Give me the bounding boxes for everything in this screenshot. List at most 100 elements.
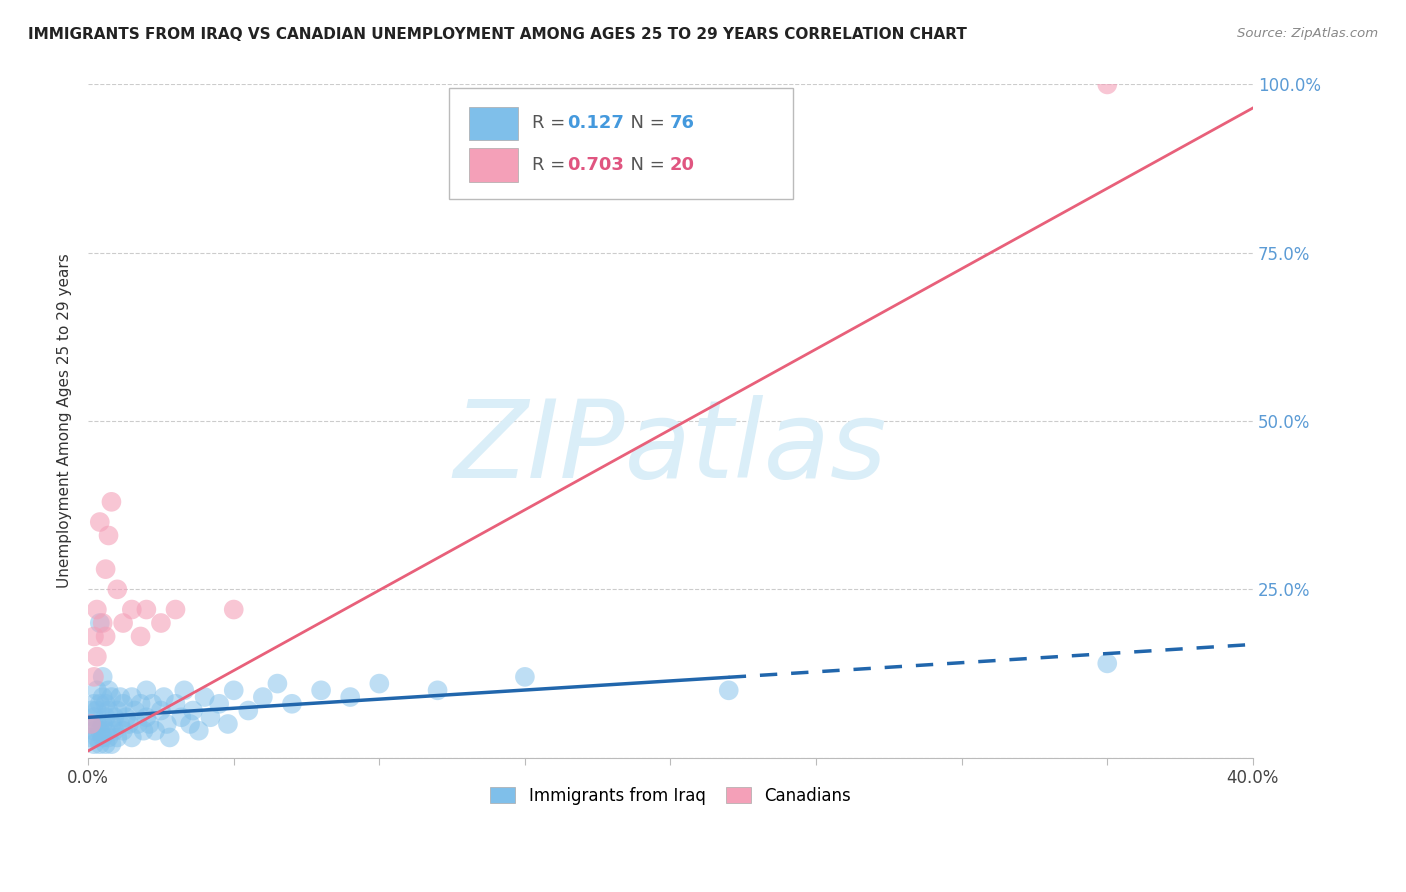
Point	[91, 670, 114, 684]
Point	[1097, 657, 1119, 671]
Text: IMMIGRANTS FROM IRAQ VS CANADIAN UNEMPLOYMENT AMONG AGES 25 TO 29 YEARS CORRELAT: IMMIGRANTS FROM IRAQ VS CANADIAN UNEMPLO…	[28, 27, 967, 42]
Point	[513, 670, 536, 684]
Point	[86, 717, 108, 731]
Point	[135, 602, 157, 616]
Point	[103, 723, 125, 738]
Text: N =: N =	[619, 156, 671, 174]
Point	[83, 630, 105, 644]
Point	[118, 717, 141, 731]
Point	[103, 710, 125, 724]
Point	[100, 737, 122, 751]
Point	[97, 528, 120, 542]
Point	[80, 717, 103, 731]
Text: 0.127: 0.127	[567, 114, 624, 133]
Text: 20: 20	[669, 156, 695, 174]
Point	[108, 690, 131, 704]
Point	[94, 697, 117, 711]
Point	[217, 717, 239, 731]
Point	[89, 723, 111, 738]
Point	[100, 690, 122, 704]
Point	[309, 683, 332, 698]
Point	[159, 731, 181, 745]
Point	[1097, 78, 1119, 92]
Point	[83, 670, 105, 684]
Point	[86, 704, 108, 718]
Point	[149, 704, 172, 718]
Point	[105, 582, 128, 597]
Point	[121, 602, 143, 616]
Text: 0.703: 0.703	[567, 156, 624, 174]
Point	[97, 704, 120, 718]
Point	[94, 737, 117, 751]
Point	[115, 710, 138, 724]
Point	[200, 710, 222, 724]
Point	[97, 683, 120, 698]
Text: 76: 76	[669, 114, 695, 133]
Point	[181, 704, 204, 718]
Point	[89, 737, 111, 751]
Point	[112, 697, 135, 711]
Point	[83, 697, 105, 711]
Point	[339, 690, 361, 704]
Point	[132, 723, 155, 738]
Point	[153, 690, 176, 704]
Point	[86, 731, 108, 745]
Point	[121, 731, 143, 745]
Point	[100, 717, 122, 731]
Point	[194, 690, 217, 704]
FancyBboxPatch shape	[449, 87, 793, 199]
Point	[135, 710, 157, 724]
Point	[112, 723, 135, 738]
Text: N =: N =	[619, 114, 671, 133]
Point	[426, 683, 449, 698]
Point	[105, 731, 128, 745]
Point	[105, 704, 128, 718]
Point	[91, 690, 114, 704]
Point	[121, 690, 143, 704]
Point	[187, 723, 209, 738]
Point	[80, 731, 103, 745]
Point	[149, 615, 172, 630]
Point	[86, 683, 108, 698]
Text: ZIPatlas: ZIPatlas	[454, 395, 887, 500]
Point	[89, 515, 111, 529]
Point	[222, 683, 245, 698]
Point	[94, 562, 117, 576]
Point	[156, 717, 179, 731]
Point	[100, 495, 122, 509]
Point	[165, 602, 187, 616]
Point	[91, 615, 114, 630]
Point	[141, 697, 163, 711]
Point	[129, 630, 152, 644]
Point	[89, 615, 111, 630]
Point	[266, 676, 288, 690]
Text: R =: R =	[531, 156, 571, 174]
Point	[165, 697, 187, 711]
FancyBboxPatch shape	[470, 107, 517, 140]
Point	[238, 704, 260, 718]
Point	[97, 731, 120, 745]
Point	[83, 723, 105, 738]
Point	[222, 602, 245, 616]
Legend: Immigrants from Iraq, Canadians: Immigrants from Iraq, Canadians	[482, 779, 859, 814]
Point	[83, 710, 105, 724]
Point	[83, 737, 105, 751]
Point	[170, 710, 193, 724]
Text: R =: R =	[531, 114, 571, 133]
Point	[112, 615, 135, 630]
Point	[129, 697, 152, 711]
Point	[80, 704, 103, 718]
Point	[208, 697, 231, 711]
Point	[138, 717, 160, 731]
Point	[94, 710, 117, 724]
Point	[127, 717, 149, 731]
Point	[86, 649, 108, 664]
Point	[91, 717, 114, 731]
Point	[80, 717, 103, 731]
Point	[86, 602, 108, 616]
Point	[94, 723, 117, 738]
Point	[717, 683, 740, 698]
Point	[91, 731, 114, 745]
Point	[143, 723, 166, 738]
Y-axis label: Unemployment Among Ages 25 to 29 years: Unemployment Among Ages 25 to 29 years	[58, 253, 72, 589]
